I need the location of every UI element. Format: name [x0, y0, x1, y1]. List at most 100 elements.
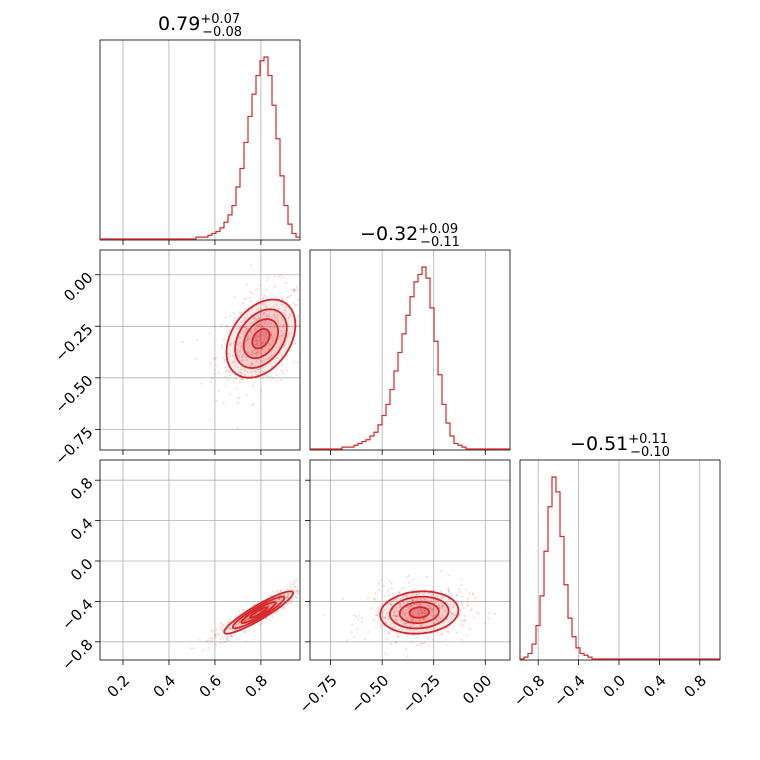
- y-tick-label: 0.8: [67, 474, 97, 504]
- scatter-point: [431, 610, 434, 613]
- scatter-point: [462, 625, 465, 628]
- scatter-point: [269, 326, 272, 329]
- scatter-point: [229, 619, 232, 622]
- scatter-point: [248, 353, 251, 356]
- scatter-point: [427, 637, 430, 640]
- scatter-point: [361, 617, 364, 620]
- scatter-point: [269, 334, 272, 337]
- scatter-point: [262, 341, 265, 344]
- scatter-point: [252, 316, 255, 319]
- scatter-point: [229, 343, 232, 346]
- scatter-point: [273, 612, 276, 615]
- scatter-point: [262, 311, 265, 314]
- scatter-point: [243, 331, 246, 334]
- scatter-point: [249, 296, 252, 299]
- scatter-point: [281, 607, 284, 610]
- scatter-point: [259, 317, 262, 320]
- scatter-point: [293, 303, 296, 306]
- scatter-point: [208, 332, 211, 335]
- scatter-point: [244, 640, 247, 643]
- scatter-point: [409, 605, 412, 608]
- scatter-point: [240, 368, 243, 371]
- scatter-point: [240, 371, 243, 374]
- scatter-point: [268, 343, 271, 346]
- scatter-point: [238, 370, 241, 373]
- panel-frame: [519, 459, 721, 661]
- scatter-point: [236, 353, 239, 356]
- scatter-point: [285, 595, 288, 598]
- scatter-point: [292, 326, 295, 329]
- scatter-point: [374, 614, 377, 617]
- scatter-point: [241, 355, 244, 358]
- scatter-point: [469, 627, 472, 630]
- density-contour: [234, 308, 288, 369]
- scatter-point: [293, 290, 296, 293]
- scatter-point: [282, 346, 285, 349]
- scatter-point: [296, 589, 299, 592]
- scatter-point: [258, 323, 261, 326]
- scatter-point: [257, 326, 260, 329]
- scatter-point: [400, 598, 403, 601]
- scatter-point: [289, 582, 292, 585]
- scatter-point: [416, 610, 419, 613]
- scatter-point: [475, 611, 478, 614]
- scatter-point: [238, 311, 241, 314]
- scatter-point: [287, 316, 290, 319]
- scatter-point: [253, 317, 256, 320]
- scatter-point: [252, 317, 255, 320]
- density-contour: [225, 298, 297, 379]
- scatter-point: [281, 311, 284, 314]
- scatter-point: [220, 622, 223, 625]
- scatter-point: [419, 612, 422, 615]
- scatter-point: [229, 393, 232, 396]
- scatter-point: [255, 351, 258, 354]
- scatter-point: [410, 599, 413, 602]
- scatter-point: [417, 619, 420, 622]
- scatter-point: [282, 297, 285, 300]
- scatter-point: [263, 320, 266, 323]
- scatter-point: [270, 355, 273, 358]
- scatter-point: [264, 304, 267, 307]
- scatter-point: [222, 625, 225, 628]
- scatter-point: [281, 334, 284, 337]
- scatter-point: [261, 377, 264, 380]
- scatter-point: [211, 377, 214, 380]
- scatter-point: [412, 599, 415, 602]
- scatter-point: [418, 603, 421, 606]
- scatter-point: [447, 630, 450, 633]
- scatter-point: [280, 329, 283, 332]
- scatter-point: [273, 313, 276, 316]
- scatter-point: [270, 333, 273, 336]
- scatter-point: [269, 375, 272, 378]
- scatter-point: [375, 613, 378, 616]
- scatter-point: [432, 622, 435, 625]
- scatter-point: [402, 600, 405, 603]
- scatter-point: [243, 630, 246, 633]
- scatter-point: [433, 601, 436, 604]
- scatter-point: [415, 594, 418, 597]
- scatter-point: [268, 619, 271, 622]
- scatter-point: [231, 629, 234, 632]
- scatter-point: [277, 308, 280, 311]
- scatter-point: [264, 375, 267, 378]
- scatter-point: [219, 325, 222, 328]
- scatter-point: [394, 619, 397, 622]
- scatter-point: [350, 631, 353, 634]
- scatter-point: [217, 371, 220, 374]
- scatter-point: [250, 362, 253, 365]
- scatter-point: [215, 629, 218, 632]
- density-contour: [251, 328, 271, 350]
- scatter-point: [181, 341, 184, 344]
- scatter-point: [406, 622, 409, 625]
- scatter-point: [441, 596, 444, 599]
- scatter-point: [238, 621, 241, 624]
- panel-frame: [309, 459, 511, 661]
- scatter-point: [451, 612, 454, 615]
- scatter-point: [245, 297, 248, 300]
- scatter-point: [259, 326, 262, 329]
- scatter-point: [286, 296, 289, 299]
- scatter-point: [447, 574, 450, 577]
- scatter-point: [291, 583, 294, 586]
- scatter-point: [222, 401, 225, 404]
- scatter-point: [243, 373, 246, 376]
